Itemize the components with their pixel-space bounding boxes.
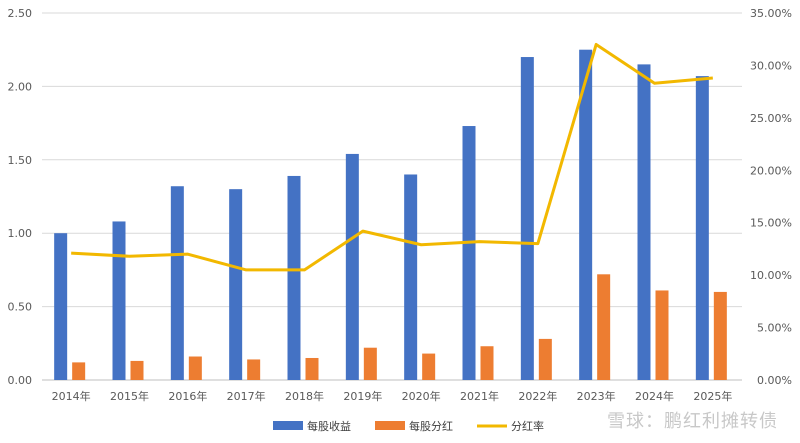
y-right-tick-label: 0.00% [757, 374, 792, 387]
legend-label: 每股分红 [409, 419, 453, 433]
y-left-tick-label: 1.50 [8, 154, 33, 167]
bar-dividend [247, 359, 261, 380]
bar-dividend [538, 338, 552, 380]
legend-swatch-dividend [375, 421, 405, 430]
y-left-tick-label: 1.00 [8, 227, 33, 240]
bar-eps [54, 233, 68, 380]
ratio-line [71, 42, 713, 272]
bar-eps [462, 126, 476, 380]
x-tick-label: 2021年 [460, 389, 499, 403]
bar-eps [170, 186, 184, 380]
bar-dividend [363, 347, 377, 380]
y-right-tick-label: 15.00% [750, 217, 792, 230]
y-right-tick-label: 25.00% [750, 112, 792, 125]
x-tick-label: 2014年 [52, 389, 91, 403]
bar-eps [637, 64, 651, 380]
bar-eps [112, 221, 126, 380]
bar-dividend [130, 360, 144, 380]
legend: 每股收益 每股分红 分红率 [273, 419, 544, 433]
x-axis: 2014年 2015年 2016年 2017年 2018年 2019年 2020年 2021年… [52, 389, 733, 403]
bar-dividend [188, 356, 202, 380]
x-tick-label: 2025年 [693, 389, 732, 403]
y-left-tick-label: 0.00 [8, 374, 33, 387]
bar-eps [404, 174, 418, 380]
y-left-tick-label: 2.00 [8, 80, 33, 93]
bar-eps [520, 57, 534, 380]
y-axis-right: 0.00% 5.00% 10.00% 15.00% 20.00% 25.00% 30.00%… [750, 7, 792, 387]
bar-dividend [305, 357, 319, 380]
legend-label: 分红率 [511, 419, 544, 433]
x-tick-label: 2019年 [343, 389, 382, 403]
bar-eps [229, 189, 243, 380]
bar-dividend [597, 274, 611, 380]
x-tick-label: 2023年 [577, 389, 616, 403]
bar-dividend [480, 346, 494, 380]
gridlines [42, 12, 742, 381]
x-tick-label: 2024年 [635, 389, 674, 403]
y-right-tick-label: 20.00% [750, 164, 792, 177]
legend-swatch-eps [273, 421, 303, 430]
bar-dividend [72, 362, 86, 380]
bar-eps [579, 49, 593, 380]
watermark-text: 雪球：鹏红利摊转债 [607, 411, 778, 432]
y-right-tick-label: 10.00% [750, 269, 792, 282]
y-axis-left: 0.00 0.50 1.00 1.50 2.00 2.50 [8, 7, 33, 387]
bar-eps [345, 153, 359, 380]
y-left-tick-label: 0.50 [8, 301, 33, 314]
line-payout-ratio [71, 42, 713, 272]
bar-dividend [713, 291, 727, 380]
legend-label: 每股收益 [307, 419, 351, 433]
y-right-tick-label: 35.00% [750, 7, 792, 20]
y-left-tick-label: 2.50 [8, 7, 33, 20]
x-tick-label: 2017年 [227, 389, 266, 403]
bar-eps [695, 76, 709, 381]
bar-dividend [422, 353, 436, 380]
bar-dividend [655, 290, 669, 380]
x-tick-label: 2016年 [168, 389, 207, 403]
x-tick-label: 2015年 [110, 389, 149, 403]
x-tick-label: 2018年 [285, 389, 324, 403]
bar-eps [287, 175, 301, 380]
y-right-tick-label: 30.00% [750, 59, 792, 72]
y-right-tick-label: 5.00% [757, 322, 792, 335]
bars [54, 49, 727, 381]
x-tick-label: 2022年 [518, 389, 557, 403]
x-tick-label: 2020年 [402, 389, 441, 403]
